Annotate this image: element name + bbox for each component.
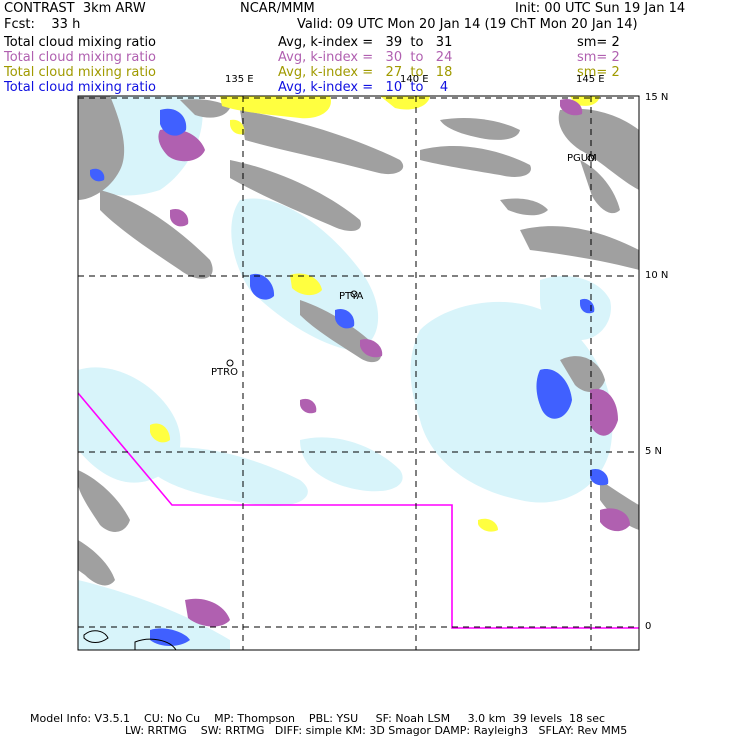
purple-field [158, 98, 630, 627]
blue-field [90, 108, 609, 646]
field-sm-2: sm= 2 [577, 50, 620, 65]
field-name-4: Total cloud mixing ratio [4, 80, 157, 95]
lat-label-10n: 10 N [645, 270, 669, 281]
lon-label-145: 145 E [576, 74, 605, 85]
field-stat-2: Avg, k-index = 30 to 24 [278, 50, 453, 65]
field-sm-1: sm= 2 [577, 35, 620, 50]
field-stat-4: Avg, k-index = 10 to 4 [278, 80, 449, 95]
field-name-3: Total cloud mixing ratio [4, 65, 157, 80]
station-marker [350, 290, 358, 298]
lat-label-15n: 15 N [645, 92, 669, 103]
field-stat-3: Avg, k-index = 27 to 18 [278, 65, 453, 80]
lat-label-0: 0 [645, 621, 652, 632]
lon-label-135: 135 E [225, 74, 254, 85]
lon-label-140: 140 E [400, 74, 429, 85]
island-outline [83, 630, 109, 643]
forecast-hour: Fcst: 33 h [4, 17, 81, 32]
station-marker [587, 154, 595, 162]
map-frame [77, 95, 640, 651]
field-name-1: Total cloud mixing ratio [4, 35, 157, 50]
valid-time: Valid: 09 UTC Mon 20 Jan 14 (19 ChT Mon … [297, 17, 638, 32]
station-label-pgum: PGUM [567, 153, 597, 164]
lat-label-5n: 5 N [645, 446, 663, 457]
field-sm-3: sm= 2 [577, 65, 620, 80]
station-label-ptya: PTYA [339, 291, 364, 302]
model-info-line-1: Model Info: V3.5.1 CU: No Cu MP: Thompso… [30, 712, 606, 725]
gray-field [78, 96, 639, 586]
field-stat-1: Avg, k-index = 39 to 31 [278, 35, 453, 50]
model-info-line-2: LW: RRTMG SW: RRTMG DIFF: simple KM: 3D … [125, 724, 628, 737]
boundary-line [77, 392, 639, 629]
organization: NCAR/MMM [240, 1, 315, 16]
field-name-2: Total cloud mixing ratio [4, 50, 157, 65]
graticule [78, 96, 639, 650]
station-marker [226, 359, 234, 367]
init-time: Init: 00 UTC Sun 19 Jan 14 [515, 1, 686, 16]
model-title: CONTRAST 3km ARW [4, 1, 146, 16]
station-label-ptro: PTRO [211, 367, 238, 378]
